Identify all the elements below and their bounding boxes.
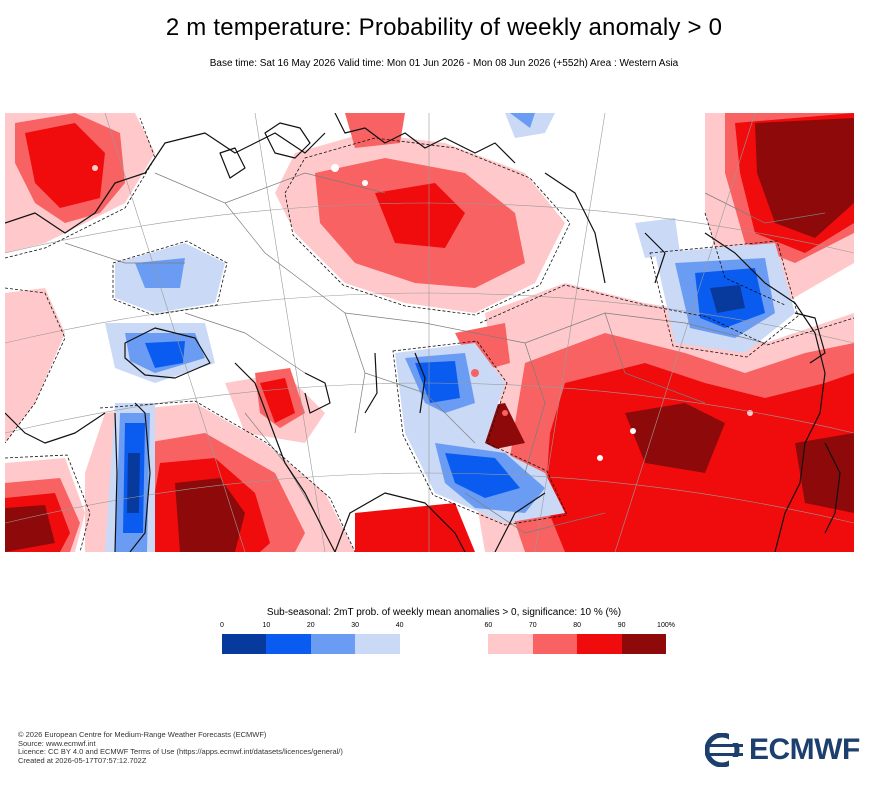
legend-tick-label: 70 — [528, 622, 537, 629]
map-title: 2 m temperature: Probability of weekly a… — [165, 14, 723, 41]
legend-swatch-30-40 — [355, 634, 400, 654]
legend-tick-label: 10 — [262, 622, 271, 629]
legend-tick-label: 90 — [617, 622, 626, 629]
legend-swatch-80-90 — [577, 634, 622, 654]
legend-tick-label: 60 — [484, 622, 493, 629]
significance-contours — [5, 117, 854, 552]
ecmwf-logo-text: ECMWF — [749, 733, 860, 766]
footer-source: Source: www.ecmwf.int — [18, 738, 96, 748]
legend-swatch-0-10 — [222, 634, 267, 654]
prob-90-100-areas — [5, 118, 854, 552]
legend-tick-label: 30 — [351, 622, 360, 629]
legend-swatch-20-30 — [310, 634, 356, 654]
legend-tick-label: 20 — [306, 622, 315, 629]
footer-copyright: © 2026 European Centre for Medium-Range … — [18, 730, 267, 739]
legend-title: Sub-seasonal: 2mT prob. of weekly mean a… — [266, 607, 622, 618]
legend-tick-label: 80 — [573, 622, 582, 629]
footer-licence: Licence: CC BY 4.0 and ECMWF Terms of Us… — [18, 747, 343, 757]
map-subtitle: Base time: Sat 16 May 2026 Valid time: M… — [209, 58, 679, 69]
legend-swatch-60-70 — [488, 634, 533, 654]
ecmwf-logo-icon — [705, 733, 745, 767]
footer-created: Created at 2026-05-17T07:57:12.702Z — [18, 755, 147, 765]
legend-swatch-10-20 — [266, 634, 311, 654]
probability-map — [5, 113, 854, 552]
ecmwf-logo: ECMWF — [705, 732, 875, 768]
coastlines — [5, 113, 841, 552]
footer: © 2026 European Centre for Medium-Range … — [18, 730, 343, 765]
legend-tick-label: 0 — [220, 622, 224, 629]
country-borders — [64, 172, 826, 534]
legend-swatch-90-100 — [621, 634, 666, 654]
legend-tick-label: 100% — [657, 622, 675, 629]
legend-tick-label: 40 — [395, 622, 404, 629]
legend-swatch-40-60 — [399, 634, 489, 654]
map-canvas — [5, 113, 854, 552]
color-legend: 0 10 20 30 40 60 70 80 90 100% — [220, 622, 675, 656]
legend-swatch-70-80 — [532, 634, 578, 654]
graticule — [5, 113, 854, 552]
